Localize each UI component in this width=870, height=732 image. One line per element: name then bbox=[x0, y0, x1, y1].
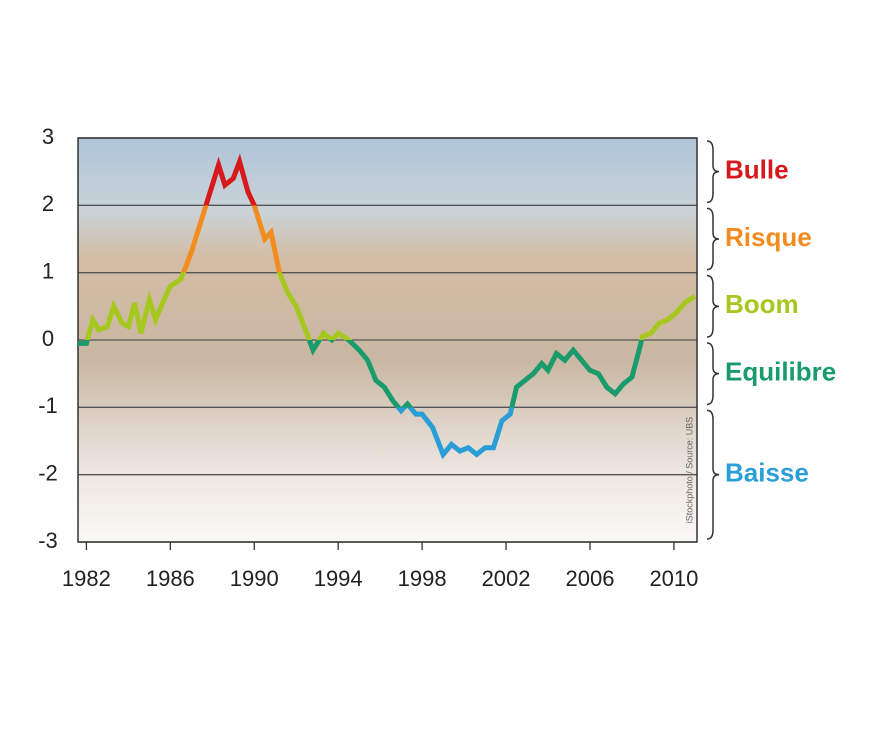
y-tick-label: -3 bbox=[38, 528, 58, 553]
x-tick-label: 1994 bbox=[314, 566, 363, 591]
x-tick-label: 1998 bbox=[398, 566, 447, 591]
y-tick-label: -1 bbox=[38, 393, 58, 418]
zone-brace bbox=[706, 342, 720, 406]
zone-brace bbox=[706, 274, 720, 338]
y-tick-label: 3 bbox=[42, 124, 54, 149]
x-tick-label: 2006 bbox=[566, 566, 615, 591]
y-tick-label: 0 bbox=[42, 326, 54, 351]
x-tick-label: 2010 bbox=[649, 566, 698, 591]
y-tick-label: -2 bbox=[38, 460, 58, 485]
zone-label: Risque bbox=[725, 222, 812, 252]
plot-frame bbox=[77, 137, 698, 543]
zone-label: Boom bbox=[725, 289, 799, 319]
zone-brace bbox=[706, 409, 720, 540]
x-tick-label: 2002 bbox=[482, 566, 531, 591]
zone-label: Equilibre bbox=[725, 357, 836, 387]
x-tick-label: 1986 bbox=[146, 566, 195, 591]
index-line bbox=[78, 153, 697, 460]
zone-label: Baisse bbox=[725, 458, 809, 488]
x-tick-label: 1990 bbox=[230, 566, 279, 591]
zone-label: Bulle bbox=[725, 155, 789, 185]
credit: iStockphoto / Source: UBS bbox=[684, 417, 694, 524]
zone-brace bbox=[706, 140, 720, 204]
zone-brace bbox=[706, 207, 720, 271]
y-tick-label: 2 bbox=[42, 191, 54, 216]
y-tick-label: 1 bbox=[42, 258, 54, 283]
x-tick-label: 1982 bbox=[62, 566, 111, 591]
